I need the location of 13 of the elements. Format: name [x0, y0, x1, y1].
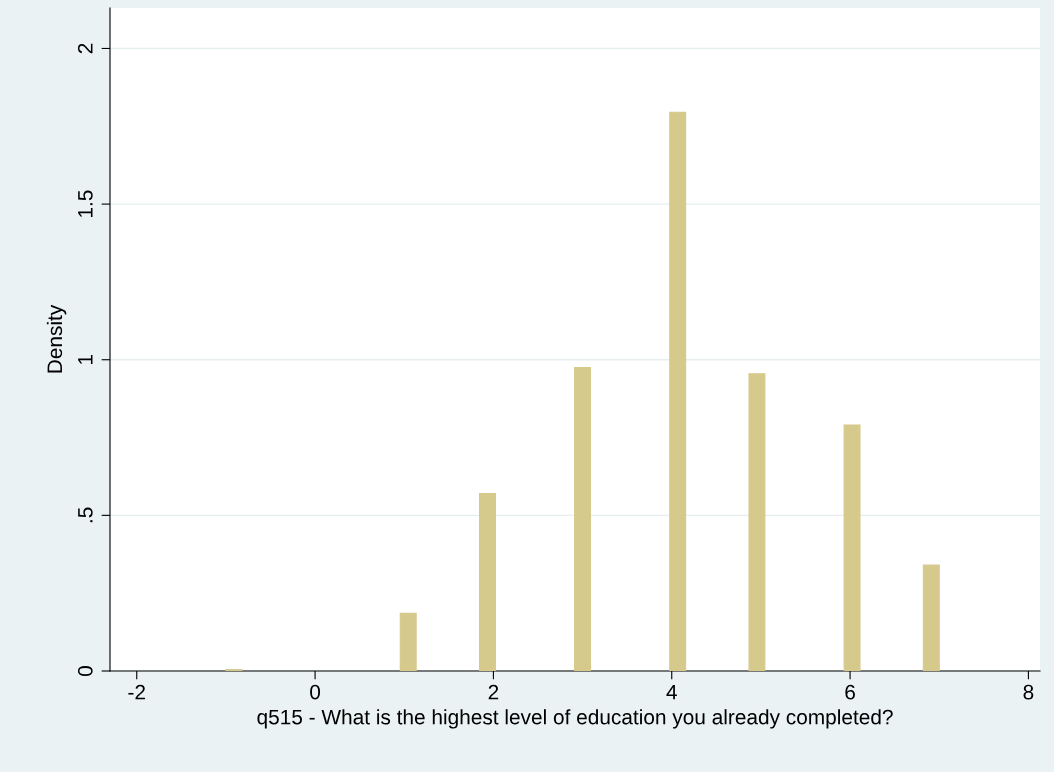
x-tick-label: 4 — [666, 684, 677, 700]
x-tick-label: 2 — [488, 684, 499, 700]
x-tick-label: 0 — [310, 684, 321, 700]
y-tick-label: 2 — [77, 43, 93, 54]
y-axis-title: Density — [46, 304, 67, 373]
y-tick-label: 1.5 — [78, 190, 93, 217]
y-tick-label: .5 — [78, 507, 93, 523]
y-tick-label: 0 — [77, 666, 93, 676]
y-tick-label: 1 — [78, 354, 93, 364]
x-tick-label: -2 — [128, 684, 145, 700]
x-tick-label: 6 — [845, 684, 855, 700]
x-tick-label: 8 — [1023, 684, 1034, 700]
x-axis-title: q515 - What is the highest level of education you already completed? — [257, 709, 893, 729]
